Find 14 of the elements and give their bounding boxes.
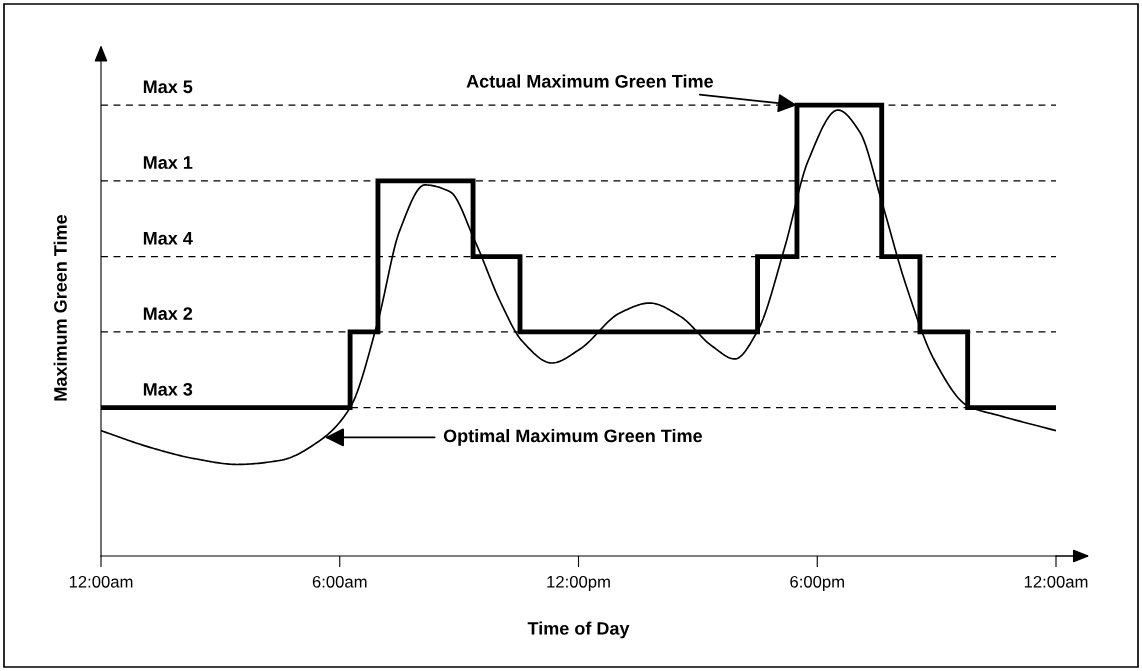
y-axis-title: Maximum Green Time (53, 214, 67, 401)
x-tick-label: 12:00am (69, 575, 133, 588)
annotation: Optimal Maximum Green Time (443, 429, 703, 446)
x-axis-title: Time of Day (527, 621, 630, 639)
ref-line-label: Max 1 (143, 156, 193, 169)
ref-line-label: Max 4 (143, 232, 193, 245)
ref-line-label: Max 5 (143, 80, 193, 94)
annotation: Actual Maximum Green Time (466, 74, 714, 88)
x-tick-label: 6:00pm (790, 575, 844, 591)
ref-line-label: Max 2 (143, 307, 193, 320)
x-tick-label: 12:00pm (547, 575, 610, 591)
x-tick-label: 12:00am (1024, 575, 1088, 588)
x-tick-label: 6:00am (312, 575, 367, 588)
ref-line-label: Max 3 (143, 382, 193, 396)
